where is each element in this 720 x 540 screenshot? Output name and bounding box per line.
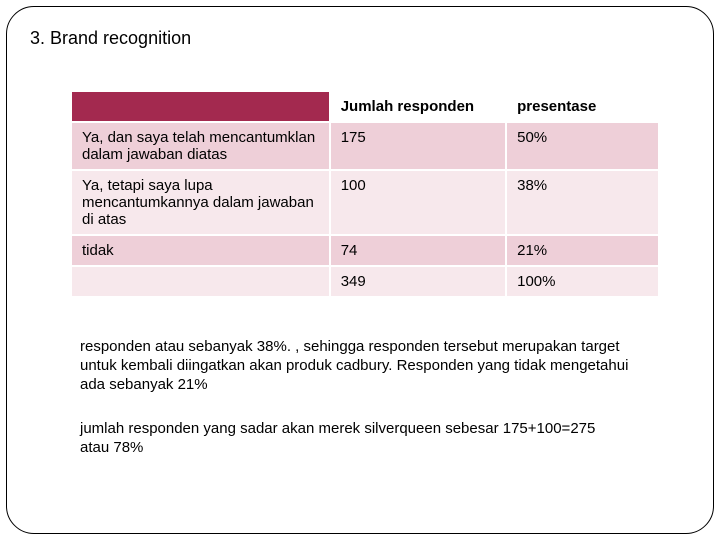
table-cell: tidak <box>71 235 330 266</box>
table-cell: 100 <box>330 170 506 235</box>
brand-recognition-table: Jumlah responden presentase Ya, dan saya… <box>70 90 660 298</box>
table-cell: 349 <box>330 266 506 297</box>
data-table: Jumlah responden presentase Ya, dan saya… <box>70 90 660 298</box>
paragraph-1: responden atau sebanyak 38%. , sehingga … <box>80 338 640 394</box>
table-cell: Ya, dan saya telah mencantumklan dalam j… <box>71 122 330 170</box>
table-cell: 74 <box>330 235 506 266</box>
table-header-row: Jumlah responden presentase <box>71 91 659 122</box>
slide: 3. Brand recognition Jumlah responden pr… <box>0 0 720 540</box>
table-row: tidak7421% <box>71 235 659 266</box>
table-cell: 100% <box>506 266 659 297</box>
table-cell: 21% <box>506 235 659 266</box>
table-row: Ya, tetapi saya lupa mencantumkannya dal… <box>71 170 659 235</box>
table-cell: 175 <box>330 122 506 170</box>
paragraph-2: jumlah responden yang sadar akan merek s… <box>80 420 640 458</box>
table-cell <box>71 266 330 297</box>
table-header-empty <box>71 91 330 122</box>
table-cell: 38% <box>506 170 659 235</box>
table-row: 349100% <box>71 266 659 297</box>
table-row: Ya, dan saya telah mencantumklan dalam j… <box>71 122 659 170</box>
table-header-presentase: presentase <box>506 91 659 122</box>
table-cell: 50% <box>506 122 659 170</box>
slide-title: 3. Brand recognition <box>30 28 191 49</box>
table-cell: Ya, tetapi saya lupa mencantumkannya dal… <box>71 170 330 235</box>
table-header-responden: Jumlah responden <box>330 91 506 122</box>
